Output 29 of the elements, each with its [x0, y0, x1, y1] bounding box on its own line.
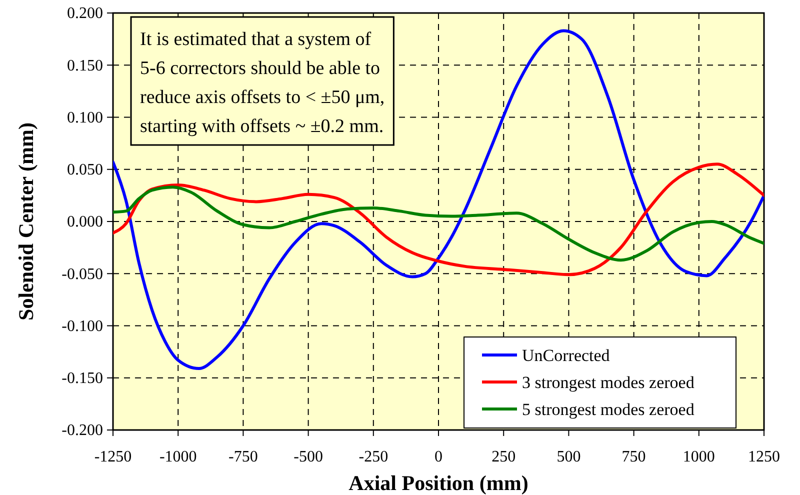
x-tick-label: -250	[358, 448, 388, 466]
y-tick-label: 0.000	[67, 214, 103, 231]
x-tick-label: 500	[556, 448, 581, 466]
y-tick-label: 0.050	[67, 161, 103, 178]
y-tick-label: 0.150	[67, 57, 103, 74]
x-tick-label: -750	[228, 448, 258, 466]
x-tick-label: 1250	[748, 448, 780, 466]
x-tick-label: 1000	[682, 448, 715, 466]
x-tick-label: 750	[622, 448, 646, 466]
x-tick-label: 250	[492, 448, 516, 466]
x-tick-label: 0	[434, 448, 442, 466]
y-tick-label: -0.050	[62, 266, 103, 283]
line-series	[113, 186, 764, 262]
x-tick-label: -500	[294, 448, 323, 466]
legend-label: UnCorrected	[522, 346, 610, 365]
legend-label: 3 strongest modes zeroed	[522, 373, 695, 392]
legend-label: 5 strongest modes zeroed	[522, 400, 695, 419]
y-axis-title: Solenoid Center (mm)	[14, 122, 38, 320]
y-tick-label: -0.150	[62, 370, 103, 387]
y-tick-label: -0.200	[62, 422, 103, 440]
x-tick-label: -1000	[159, 448, 197, 466]
line-series	[113, 29, 764, 370]
y-tick-label: -0.100	[62, 318, 103, 335]
x-axis-title: Axial Position (mm)	[348, 471, 528, 495]
y-tick-label: 0.100	[67, 109, 103, 126]
annotation: It is estimated that a system of 5-6 correctors should be able to reduce axis offsets to < ±50 μm, starting with offsets ~ ±0.2 mm.	[140, 29, 385, 137]
y-tick-label: 0.200	[67, 5, 103, 22]
line-series	[113, 162, 764, 276]
x-tick-label: -1250	[94, 448, 132, 466]
